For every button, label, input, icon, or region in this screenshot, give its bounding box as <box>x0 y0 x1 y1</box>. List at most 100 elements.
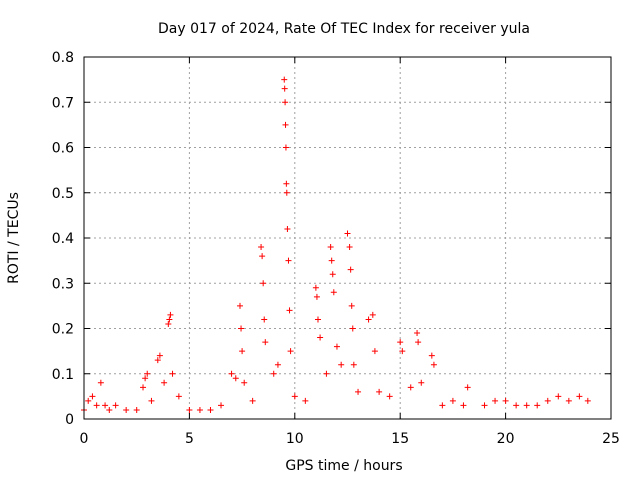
y-tick-label: 0.5 <box>52 186 74 202</box>
data-point <box>85 397 92 404</box>
data-point <box>97 379 104 386</box>
data-point <box>330 289 337 296</box>
data-point <box>236 302 243 309</box>
data-point <box>314 316 321 323</box>
data-point <box>167 311 174 318</box>
y-axis-ticks: 0 0.1 0.2 0.3 0.4 0.5 0.6 0.7 0.8 <box>52 50 611 428</box>
data-point <box>282 99 289 106</box>
data-point <box>329 271 336 278</box>
data-point <box>523 402 530 409</box>
data-point <box>371 348 378 355</box>
data-point <box>376 388 383 395</box>
data-point <box>369 311 376 318</box>
data-point <box>565 397 572 404</box>
data-point <box>350 361 357 368</box>
data-point <box>317 334 324 341</box>
chart-title: Day 017 of 2024, Rate Of TEC Index for r… <box>158 21 530 37</box>
data-point <box>196 406 203 413</box>
data-point <box>430 361 437 368</box>
y-tick-label: 0.7 <box>52 95 74 111</box>
data-point <box>344 230 351 237</box>
data-point <box>449 397 456 404</box>
data-point <box>349 325 356 332</box>
data-point <box>492 397 499 404</box>
data-point <box>439 402 446 409</box>
data-point <box>144 370 151 377</box>
data-point <box>346 244 353 251</box>
data-point <box>414 330 421 337</box>
data-point <box>274 361 281 368</box>
data-point <box>161 379 168 386</box>
data-point <box>249 397 256 404</box>
x-tick-label: 0 <box>80 431 89 447</box>
data-point <box>415 339 422 346</box>
data-point <box>460 402 467 409</box>
data-point <box>291 393 298 400</box>
plot-frame <box>83 56 612 420</box>
data-point <box>534 402 541 409</box>
x-tick-label: 5 <box>185 431 194 447</box>
data-point <box>93 402 100 409</box>
data-point <box>348 302 355 309</box>
data-point <box>313 293 320 300</box>
data-point <box>175 393 182 400</box>
data-point <box>407 384 414 391</box>
x-tick-label: 15 <box>391 431 409 447</box>
data-point <box>142 375 149 382</box>
y-axis-label: ROTI / TECUs <box>6 192 22 284</box>
data-point <box>285 257 292 264</box>
data-point <box>282 144 289 151</box>
data-point <box>544 397 551 404</box>
data-point <box>328 257 335 264</box>
data-points <box>81 76 591 413</box>
y-tick-label: 0.4 <box>52 231 74 247</box>
data-point <box>418 379 425 386</box>
data-point <box>186 406 193 413</box>
data-point <box>281 76 288 83</box>
data-point <box>347 266 354 273</box>
data-point <box>112 402 119 409</box>
y-tick-label: 0.2 <box>52 322 74 338</box>
grid-lines <box>84 57 611 419</box>
y-tick-label: 0.8 <box>52 50 74 66</box>
data-point <box>140 384 147 391</box>
data-point <box>513 402 520 409</box>
y-tick-label: 0.1 <box>52 367 74 383</box>
x-axis-label: GPS time / hours <box>285 458 402 474</box>
data-point <box>428 352 435 359</box>
data-point <box>464 384 471 391</box>
data-point <box>555 393 562 400</box>
y-tick-label: 0.3 <box>52 276 74 292</box>
data-point <box>281 85 288 92</box>
data-point <box>89 393 96 400</box>
data-point <box>502 397 509 404</box>
data-point <box>241 379 248 386</box>
data-point <box>286 307 293 314</box>
y-tick-label: 0 <box>65 412 74 428</box>
x-tick-label: 20 <box>497 431 515 447</box>
data-point <box>338 361 345 368</box>
data-point <box>259 253 266 260</box>
data-point <box>228 370 235 377</box>
y-tick-label: 0.6 <box>52 141 74 157</box>
data-point <box>148 397 155 404</box>
data-point <box>397 339 404 346</box>
data-point <box>262 339 269 346</box>
data-point <box>283 180 290 187</box>
data-point <box>323 370 330 377</box>
data-point <box>166 316 173 323</box>
data-point <box>284 225 291 232</box>
data-point <box>282 121 289 128</box>
data-point <box>584 397 591 404</box>
x-tick-label: 25 <box>602 431 620 447</box>
data-point <box>238 325 245 332</box>
data-point <box>365 316 372 323</box>
data-point <box>232 375 239 382</box>
data-point <box>218 402 225 409</box>
data-point <box>270 370 277 377</box>
data-point <box>283 189 290 196</box>
data-point <box>386 393 393 400</box>
data-point <box>302 397 309 404</box>
data-point <box>123 406 130 413</box>
